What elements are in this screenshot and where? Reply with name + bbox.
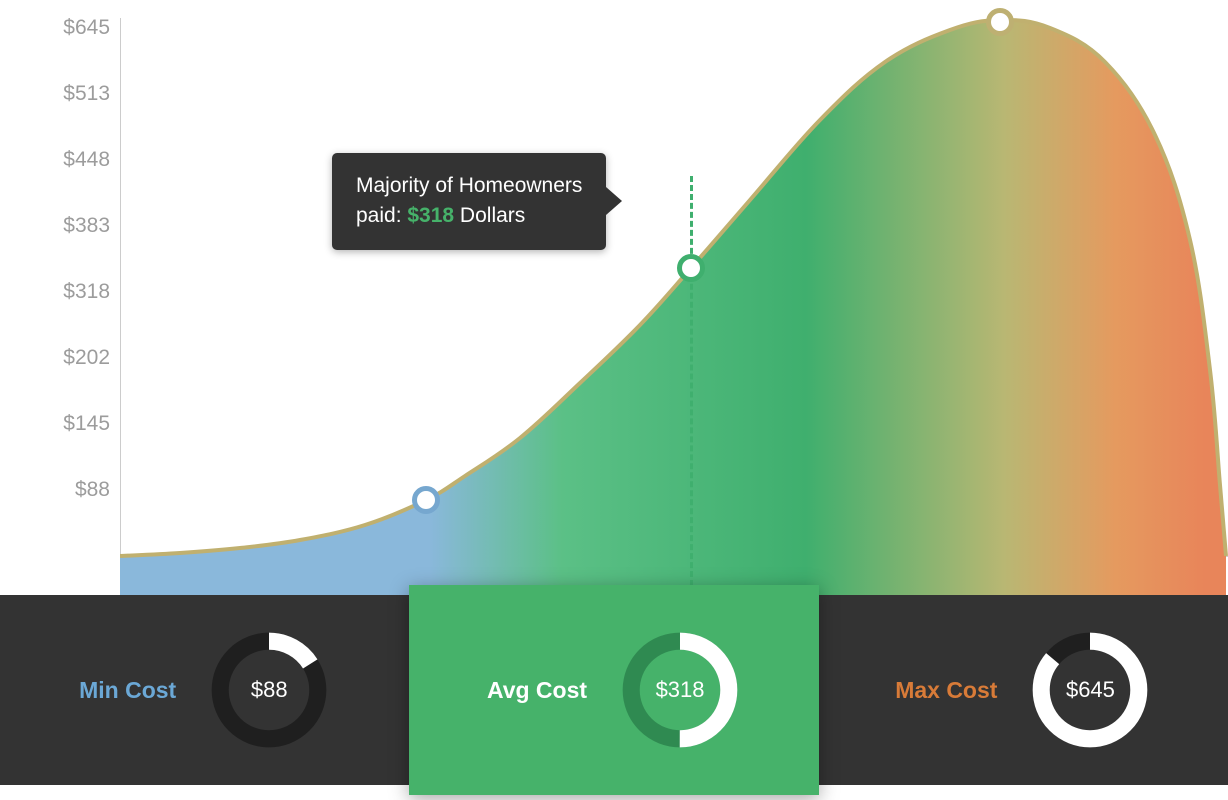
avg-marker — [677, 254, 705, 282]
y-tick: $318 — [0, 280, 110, 304]
cost-summary-panels: Min Cost $88 Avg Cost $318 Max Cost $645 — [0, 595, 1228, 785]
y-axis: $645 $513 $448 $383 $318 $202 $145 $88 — [0, 0, 120, 556]
avg-cost-label: Avg Cost — [487, 677, 587, 704]
min-marker — [412, 486, 440, 514]
max-marker — [986, 8, 1014, 36]
max-cost-value: $645 — [1029, 629, 1151, 751]
min-cost-panel: Min Cost $88 — [0, 595, 409, 785]
y-tick: $88 — [0, 478, 110, 502]
tooltip-line1: Majority of Homeowners — [356, 171, 582, 201]
avg-guide-line — [690, 176, 693, 595]
tooltip-amount: $318 — [407, 204, 454, 227]
tooltip-line2: paid: $318 Dollars — [356, 201, 582, 231]
y-tick: $645 — [0, 16, 110, 40]
min-cost-label: Min Cost — [79, 677, 176, 704]
y-tick: $145 — [0, 412, 110, 436]
avg-cost-donut: $318 — [619, 629, 741, 751]
tooltip-prefix: paid: — [356, 204, 407, 227]
tooltip-arrow-icon — [606, 187, 622, 215]
y-tick: $448 — [0, 148, 110, 172]
plot-area — [120, 0, 1228, 595]
y-tick: $513 — [0, 82, 110, 106]
max-cost-label: Max Cost — [895, 677, 997, 704]
avg-cost-value: $318 — [619, 629, 741, 751]
avg-cost-panel: Avg Cost $318 — [409, 585, 818, 795]
y-tick: $202 — [0, 346, 110, 370]
cost-curve-chart: $645 $513 $448 $383 $318 $202 $145 $88 M… — [0, 0, 1228, 600]
min-cost-value: $88 — [208, 629, 330, 751]
min-cost-donut: $88 — [208, 629, 330, 751]
avg-tooltip: Majority of Homeowners paid: $318 Dollar… — [332, 153, 606, 250]
max-cost-donut: $645 — [1029, 629, 1151, 751]
y-tick: $383 — [0, 214, 110, 238]
max-cost-panel: Max Cost $645 — [819, 595, 1228, 785]
tooltip-suffix: Dollars — [454, 204, 525, 227]
